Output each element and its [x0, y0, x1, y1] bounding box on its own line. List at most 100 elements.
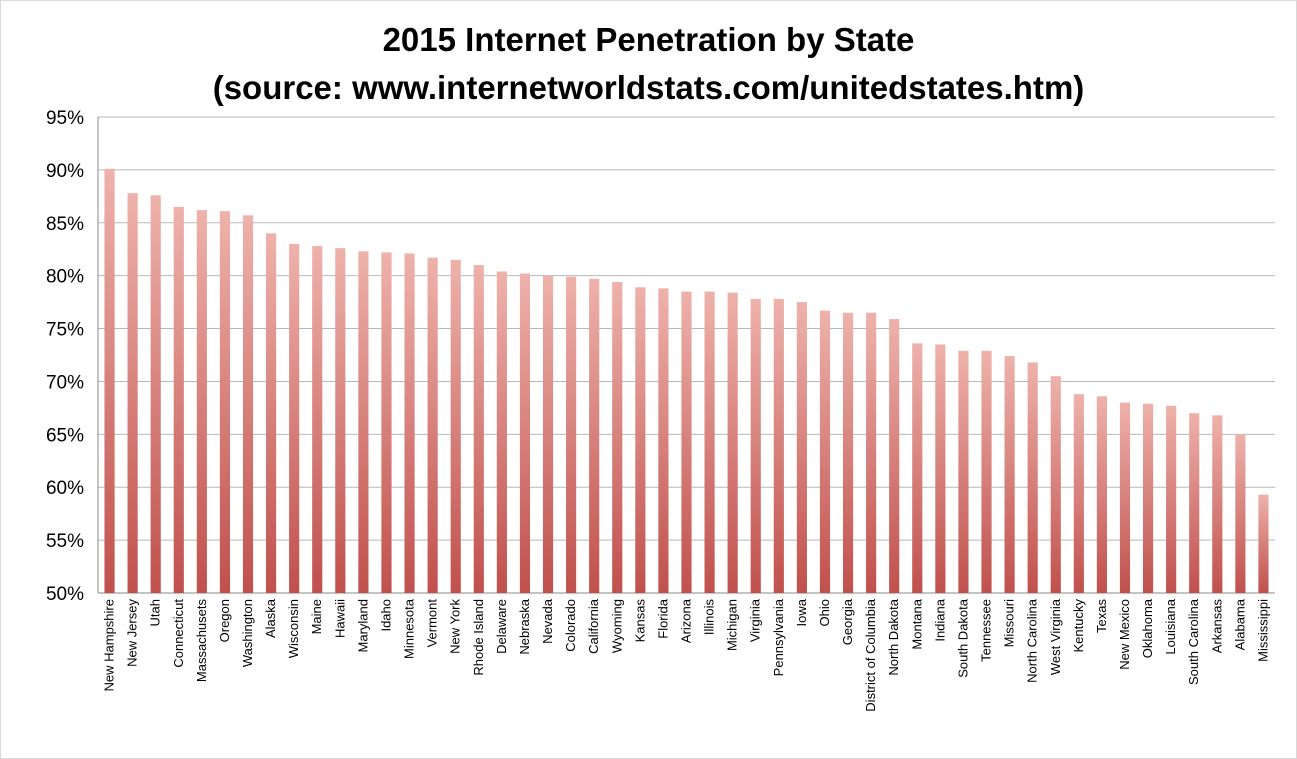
bar — [750, 298, 761, 593]
x-category-label: Missouri — [1002, 599, 1017, 648]
chart-title-text: 2015 Internet Penetration by State — [382, 21, 915, 58]
bar — [404, 253, 415, 593]
x-category-label: Ohio — [817, 599, 832, 626]
x-category-label: Vermont — [425, 599, 440, 648]
bar — [681, 291, 692, 593]
bar — [658, 288, 669, 593]
y-tick-label: 50% — [46, 584, 84, 605]
x-category-label: Nevada — [540, 598, 555, 644]
x-category-label: North Carolina — [1025, 598, 1040, 683]
x-category-label: Massachusets — [194, 599, 209, 683]
chart-subtitle-text: (source: www.internetworldstats.com/unit… — [212, 69, 1085, 106]
x-category-label: New Jersey — [125, 599, 140, 667]
y-tick-label: 80% — [46, 267, 84, 288]
bar — [1142, 403, 1154, 593]
x-category-label: Rhode Island — [471, 599, 486, 676]
x-category-label: Kansas — [632, 599, 647, 643]
x-category-label: Nebraska — [517, 598, 532, 654]
bar — [473, 265, 484, 593]
bar — [450, 259, 461, 593]
x-category-label: Michigan — [725, 599, 740, 651]
bar — [1027, 362, 1038, 593]
x-category-label: North Dakota — [886, 598, 901, 675]
bar — [635, 287, 646, 593]
x-category-label: Wyoming — [609, 599, 624, 653]
bar — [866, 312, 877, 593]
x-category-label: Connecticut — [171, 599, 186, 668]
x-category-label: Georgia — [840, 598, 855, 645]
bar — [335, 248, 346, 594]
x-category-label: Indiana — [932, 598, 947, 641]
bar — [173, 206, 184, 593]
bar — [127, 193, 138, 593]
bar — [842, 312, 854, 593]
x-category-label: Tennessee — [979, 599, 994, 662]
x-category-label: Alaska — [263, 598, 278, 638]
x-category-label: Maryland — [355, 599, 370, 652]
x-category-label: Texas — [1094, 599, 1109, 633]
x-category-label: Pennsylvania — [771, 598, 786, 676]
x-category-label: New Hampshire — [102, 599, 117, 691]
x-category-label: Virginia — [748, 598, 763, 642]
bar — [1235, 434, 1246, 593]
bar — [1073, 394, 1084, 593]
bar — [1258, 494, 1269, 593]
y-tick-label: 90% — [46, 161, 84, 182]
x-category-label: Oregon — [217, 599, 232, 642]
x-category-label: Colorado — [563, 599, 578, 652]
bar — [773, 298, 784, 593]
x-category-label: Washington — [240, 599, 255, 667]
x-category-label: Kentucky — [1071, 599, 1086, 653]
bar — [358, 251, 369, 594]
y-tick-label: 60% — [46, 478, 84, 499]
x-category-label: South Dakota — [955, 598, 970, 678]
bar — [566, 276, 577, 593]
x-category-label: District of Columbia — [863, 598, 878, 711]
bar — [1050, 376, 1061, 593]
bar — [1004, 356, 1015, 593]
x-category-label: Hawaii — [332, 599, 347, 638]
bar — [542, 275, 554, 593]
bar — [935, 344, 946, 593]
bar — [612, 282, 623, 593]
bars — [104, 168, 1269, 594]
y-tick-label: 75% — [46, 320, 84, 341]
y-tick-label: 65% — [46, 425, 84, 446]
bar — [796, 302, 807, 593]
bar — [727, 292, 738, 593]
bar — [266, 233, 277, 593]
x-category-label: Iowa — [794, 598, 809, 626]
bar — [889, 319, 900, 593]
x-category-label: New Mexico — [1117, 599, 1132, 670]
x-category-label: West Virginia — [1048, 598, 1063, 675]
bar — [981, 350, 992, 593]
x-category-label: Wisconsin — [286, 599, 301, 658]
bar — [958, 350, 969, 593]
x-category-label: Montana — [909, 598, 924, 649]
bar — [242, 215, 254, 593]
bar — [912, 343, 923, 593]
bar — [704, 291, 715, 593]
bar — [1166, 405, 1177, 593]
x-category-label: Arizona — [679, 598, 694, 643]
bar — [819, 310, 831, 593]
bar — [219, 211, 231, 594]
x-category-label: Mississippi — [1255, 599, 1270, 662]
bar — [1189, 413, 1200, 593]
bar — [312, 246, 323, 593]
bar — [1096, 396, 1107, 593]
x-category-label: Maine — [309, 599, 324, 634]
x-category-label: Oklahoma — [1140, 598, 1155, 658]
x-category-label: Delaware — [494, 599, 509, 654]
x-category-label: Louisiana — [1163, 598, 1178, 654]
bar — [289, 243, 300, 593]
x-category-label: Minnesota — [402, 598, 417, 659]
bar — [1119, 402, 1131, 593]
bar — [589, 278, 600, 593]
y-tick-label: 85% — [46, 214, 84, 235]
x-category-label: Florida — [655, 598, 670, 639]
x-axis-category-labels: New Hampshire New Jersey Utah Connecticut Ma… — [102, 598, 1271, 711]
bar — [496, 271, 507, 593]
